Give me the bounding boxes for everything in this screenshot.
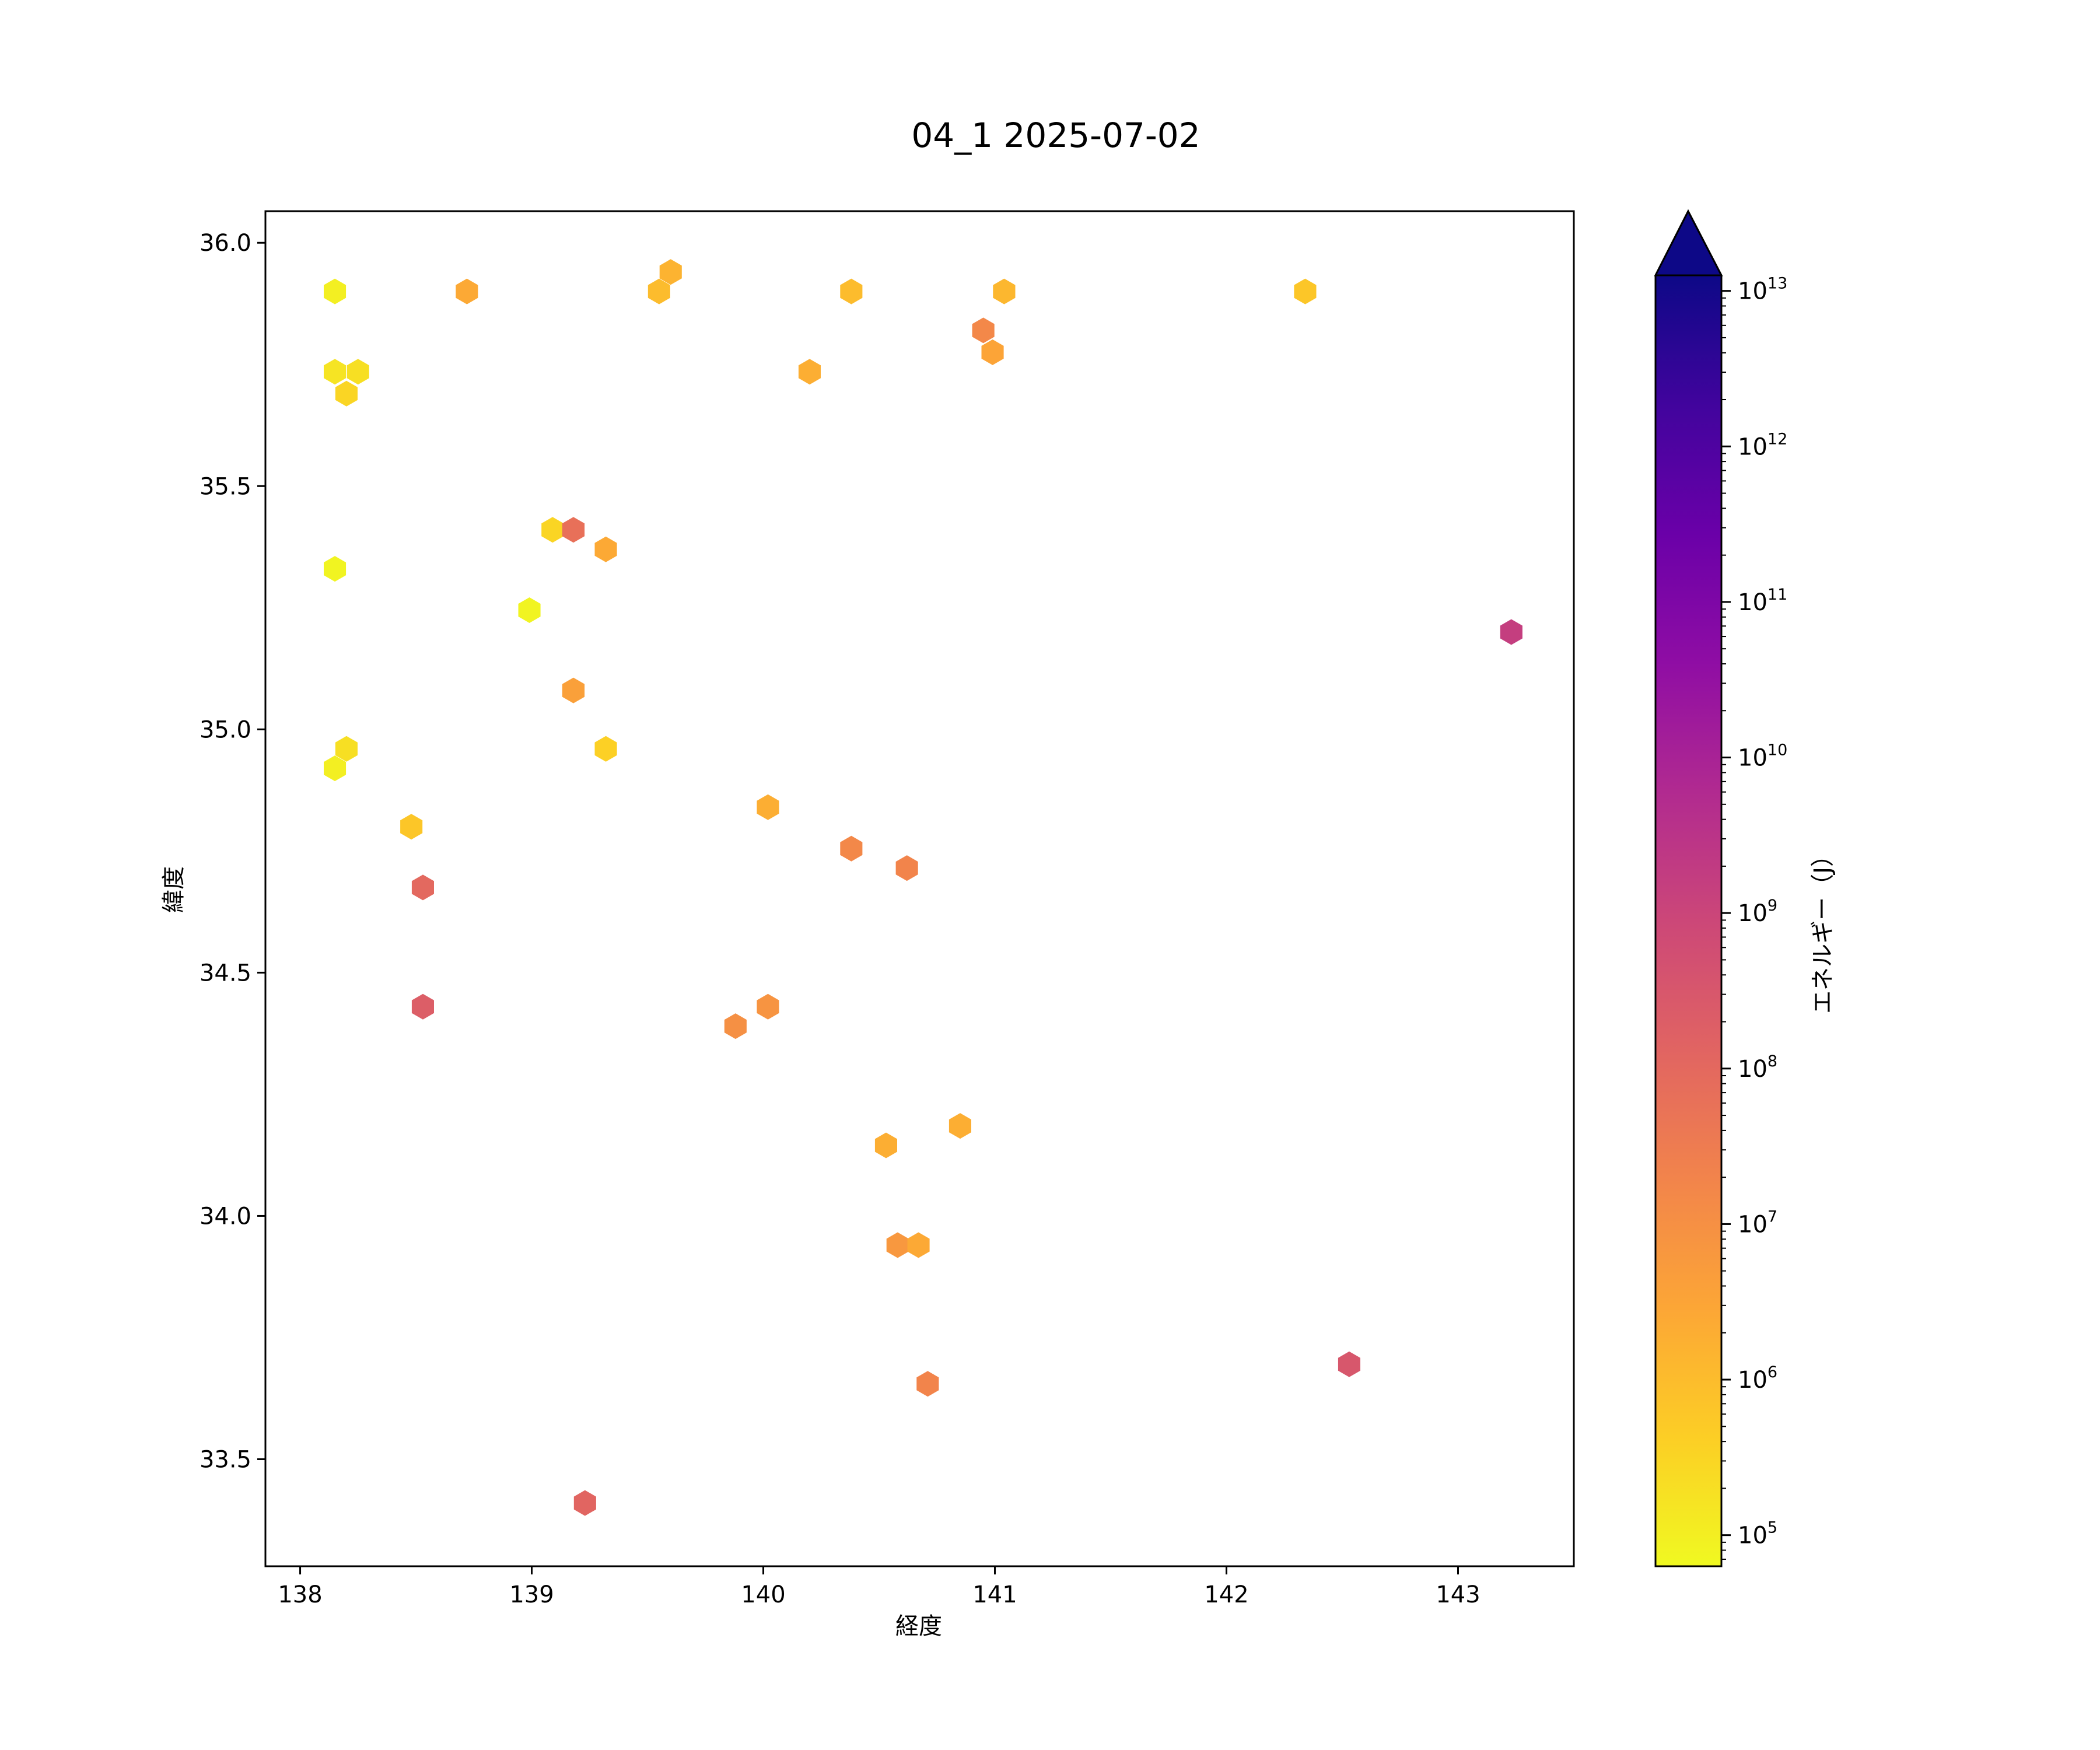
hexbin-point (895, 855, 918, 881)
hexbin-point (335, 736, 358, 762)
chart-title: 04_1 2025-07-02 (911, 116, 1200, 155)
hexbin-point (840, 278, 863, 304)
hexbin-point (324, 556, 346, 582)
colorbar-outline (1654, 209, 1723, 1567)
hexbin-point (594, 736, 617, 762)
hexbin-point (659, 259, 682, 285)
hexbin-point (411, 874, 434, 901)
hexbin-point (562, 517, 585, 543)
hexbin-point (324, 359, 346, 385)
hexbin-point (757, 794, 779, 820)
hexbin-point (1500, 619, 1522, 645)
colorbar-tick-label: 105 (1738, 1519, 1777, 1549)
plot-area: 138 139 140 141 142 143 33.534.034.535.035.53… (200, 210, 1575, 1608)
hexbin-point (916, 1371, 939, 1397)
colorbar-tick-label: 108 (1738, 1052, 1777, 1083)
colorbar-label: エネルギー（J） (1810, 844, 1836, 1014)
hexbin-point (324, 755, 346, 782)
data-points (324, 259, 1522, 1516)
colorbar-tick-label: 107 (1738, 1208, 1777, 1238)
hexbin-point (1338, 1351, 1360, 1377)
x-tick-label: 143 (1436, 1581, 1480, 1608)
colorbar-tick-label: 1013 (1738, 275, 1787, 305)
hexbin-point (949, 1113, 971, 1139)
hexbin-point (594, 536, 617, 562)
hexbin-point (648, 278, 670, 304)
y-axis-label: 緯度 (160, 866, 187, 913)
x-tick-label: 138 (278, 1581, 322, 1608)
colorbar-extend-arrow (1654, 209, 1723, 276)
hexbin-point (1294, 278, 1317, 304)
y-axis-ticks: 33.5 34.0 34.5 35.0 35.5 36.0 (200, 230, 265, 1473)
y-tick-label: 36.0 (200, 230, 251, 257)
y-tick-label: 33.5 (200, 1446, 251, 1473)
hexbin-point (346, 359, 369, 385)
hexbin-point (335, 380, 358, 407)
colorbar-tick-label: 1011 (1738, 586, 1787, 616)
hexbin-point (993, 278, 1016, 304)
colorbar-tick-label: 109 (1738, 897, 1777, 927)
hexbin-point (757, 993, 779, 1020)
x-tick-label: 141 (972, 1581, 1017, 1608)
y-tick-label: 35.5 (200, 473, 251, 500)
hexbin-point (518, 597, 541, 623)
hexbin-point (798, 359, 821, 385)
hexbin-point (562, 677, 585, 704)
hexbin-point (400, 814, 423, 840)
colorbar-ticks: 105 106 107 108 109 1010 1011 1012 1013 (1721, 275, 1787, 1560)
hexbin-point (981, 339, 1004, 365)
hexbin-point (324, 278, 346, 304)
y-tick-label: 34.0 (200, 1203, 251, 1230)
colorbar-tick-label: 106 (1738, 1363, 1777, 1394)
hexbin-point (874, 1132, 897, 1158)
hexbin-point (724, 1013, 747, 1040)
hexbin-point (411, 993, 434, 1020)
hexbin-point (907, 1232, 930, 1258)
hexbin-point (456, 278, 478, 304)
plot-frame (264, 210, 1575, 1567)
colorbar-tick-label: 1010 (1738, 741, 1787, 772)
hexbin-point (541, 517, 564, 543)
colorbar-gradient (1656, 275, 1721, 1566)
hexbin-point (840, 835, 863, 862)
colorbar: 105 106 107 108 109 1010 1011 1012 1013 (1654, 209, 1787, 1567)
x-axis-ticks: 138 139 140 141 142 143 (278, 1566, 1480, 1608)
x-tick-label: 140 (741, 1581, 785, 1608)
hexbin-point (886, 1232, 909, 1258)
x-axis-label: 経度 (895, 1613, 942, 1640)
hexbin-point (972, 317, 995, 344)
y-tick-label: 35.0 (200, 716, 251, 743)
x-tick-label: 139 (509, 1581, 554, 1608)
hexbin-point (573, 1490, 596, 1516)
x-tick-label: 142 (1204, 1581, 1248, 1608)
colorbar-tick-label: 1012 (1738, 430, 1787, 460)
y-tick-label: 34.5 (200, 960, 251, 986)
